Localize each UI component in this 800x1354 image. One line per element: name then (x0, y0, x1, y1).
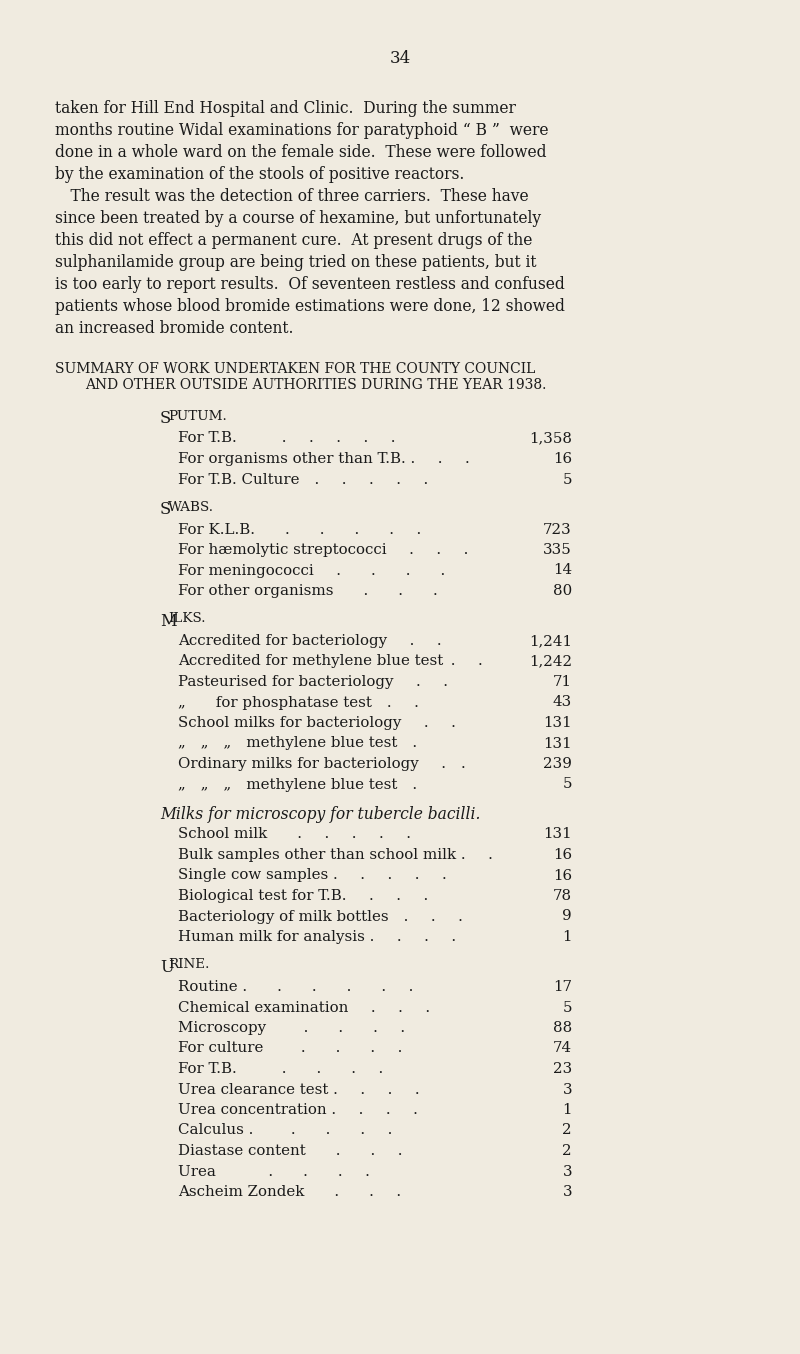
Text: 723: 723 (543, 523, 572, 536)
Text: 3: 3 (562, 1164, 572, 1178)
Text: Urea       .    .    .   .: Urea . . . . (178, 1164, 370, 1178)
Text: For culture     .    .    .   .: For culture . . . . (178, 1041, 402, 1056)
Text: For other organisms    .    .    .: For other organisms . . . (178, 584, 438, 598)
Text: SUMMARY OF WORK UNDERTAKEN FOR THE COUNTY COUNCIL: SUMMARY OF WORK UNDERTAKEN FOR THE COUNT… (55, 362, 535, 376)
Text: 17: 17 (553, 980, 572, 994)
Text: 239: 239 (543, 757, 572, 770)
Text: Urea clearance test .   .   .   .: Urea clearance test . . . . (178, 1082, 420, 1097)
Text: For T.B.      .    .    .   .: For T.B. . . . . (178, 1062, 383, 1076)
Text: Calculus .     .    .    .   .: Calculus . . . . . (178, 1124, 392, 1137)
Text: Accredited for methylene blue test .   .: Accredited for methylene blue test . . (178, 654, 482, 669)
Text: AND OTHER OUTSIDE AUTHORITIES DURING THE YEAR 1938.: AND OTHER OUTSIDE AUTHORITIES DURING THE… (85, 378, 546, 393)
Text: 16: 16 (553, 868, 572, 883)
Text: since been treated by a course of hexamine, but unfortunately: since been treated by a course of hexami… (55, 210, 541, 227)
Text: U: U (160, 959, 174, 975)
Text: M: M (160, 612, 177, 630)
Text: months routine Widal examinations for paratyphoid “ B ”  were: months routine Widal examinations for pa… (55, 122, 549, 139)
Text: „ „ „ methylene blue test  .: „ „ „ methylene blue test . (178, 777, 417, 792)
Text: 131: 131 (543, 827, 572, 841)
Text: 5: 5 (562, 1001, 572, 1014)
Text: 34: 34 (390, 50, 410, 66)
Text: For meningococci   .    .    .    .: For meningococci . . . . (178, 563, 446, 578)
Text: 131: 131 (543, 737, 572, 750)
Text: 43: 43 (553, 696, 572, 709)
Text: 335: 335 (543, 543, 572, 556)
Text: For hæmolytic streptococci   .   .   .: For hæmolytic streptococci . . . (178, 543, 468, 556)
Text: 23: 23 (553, 1062, 572, 1076)
Text: Microscopy     .    .    .   .: Microscopy . . . . (178, 1021, 405, 1034)
Text: by the examination of the stools of positive reactors.: by the examination of the stools of posi… (55, 167, 464, 183)
Text: 1: 1 (562, 930, 572, 944)
Text: Bulk samples other than school milk .   .: Bulk samples other than school milk . . (178, 848, 493, 862)
Text: 2: 2 (562, 1124, 572, 1137)
Text: Human milk for analysis .   .   .   .: Human milk for analysis . . . . (178, 930, 456, 944)
Text: patients whose blood bromide estimations were done, 12 showed: patients whose blood bromide estimations… (55, 298, 565, 315)
Text: Ascheim Zondek    .    .   .: Ascheim Zondek . . . (178, 1185, 401, 1200)
Text: 71: 71 (553, 676, 572, 689)
Text: Routine .    .    .    .    .   .: Routine . . . . . . (178, 980, 414, 994)
Text: Ordinary milks for bacteriology   .  .: Ordinary milks for bacteriology . . (178, 757, 466, 770)
Text: 1,242: 1,242 (529, 654, 572, 669)
Text: 2: 2 (562, 1144, 572, 1158)
Text: done in a whole ward on the female side.  These were followed: done in a whole ward on the female side.… (55, 144, 546, 161)
Text: Single cow samples .   .   .   .   .: Single cow samples . . . . . (178, 868, 446, 883)
Text: 3: 3 (562, 1185, 572, 1200)
Text: Bacteriology of milk bottles  .   .   .: Bacteriology of milk bottles . . . (178, 910, 463, 923)
Text: Accredited for bacteriology   .   .: Accredited for bacteriology . . (178, 634, 442, 649)
Text: RINE.: RINE. (168, 959, 210, 972)
Text: 88: 88 (553, 1021, 572, 1034)
Text: For organisms other than T.B. .   .   .: For organisms other than T.B. . . . (178, 452, 470, 466)
Text: PUTUM.: PUTUM. (168, 410, 227, 422)
Text: 14: 14 (553, 563, 572, 578)
Text: Diastase content    .    .   .: Diastase content . . . (178, 1144, 402, 1158)
Text: 1: 1 (562, 1104, 572, 1117)
Text: 9: 9 (562, 910, 572, 923)
Text: is too early to report results.  Of seventeen restless and confused: is too early to report results. Of seven… (55, 276, 565, 292)
Text: S: S (160, 501, 171, 519)
Text: Milks for microscopy for tubercle bacilli.: Milks for microscopy for tubercle bacill… (160, 806, 480, 823)
Text: taken for Hill End Hospital and Clinic.  During the summer: taken for Hill End Hospital and Clinic. … (55, 100, 516, 116)
Text: ILKS.: ILKS. (168, 612, 206, 626)
Text: 5: 5 (562, 777, 572, 792)
Text: „ „ „ methylene blue test  .: „ „ „ methylene blue test . (178, 737, 417, 750)
Text: 5: 5 (562, 473, 572, 486)
Text: Urea concentration .   .   .   .: Urea concentration . . . . (178, 1104, 418, 1117)
Text: 74: 74 (553, 1041, 572, 1056)
Text: 78: 78 (553, 890, 572, 903)
Text: For K.L.B.    .    .    .    .   .: For K.L.B. . . . . . (178, 523, 422, 536)
Text: 1,241: 1,241 (529, 634, 572, 649)
Text: 16: 16 (553, 848, 572, 862)
Text: S: S (160, 410, 171, 427)
Text: Pasteurised for bacteriology   .   .: Pasteurised for bacteriology . . (178, 676, 448, 689)
Text: sulphanilamide group are being tried on these patients, but it: sulphanilamide group are being tried on … (55, 255, 537, 271)
Text: 80: 80 (553, 584, 572, 598)
Text: 131: 131 (543, 716, 572, 730)
Text: 1,358: 1,358 (529, 432, 572, 445)
Text: The result was the detection of three carriers.  These have: The result was the detection of three ca… (55, 188, 529, 204)
Text: „  for phosphatase test  .   .: „ for phosphatase test . . (178, 696, 419, 709)
Text: an increased bromide content.: an increased bromide content. (55, 320, 294, 337)
Text: Biological test for T.B.   .   .   .: Biological test for T.B. . . . (178, 890, 428, 903)
Text: Chemical examination   .   .   .: Chemical examination . . . (178, 1001, 430, 1014)
Text: 3: 3 (562, 1082, 572, 1097)
Text: WABS.: WABS. (168, 501, 214, 515)
Text: School milks for bacteriology   .   .: School milks for bacteriology . . (178, 716, 456, 730)
Text: For T.B. Culture  .   .   .   .   .: For T.B. Culture . . . . . (178, 473, 428, 486)
Text: 16: 16 (553, 452, 572, 466)
Text: For T.B.      .   .   .   .   .: For T.B. . . . . . (178, 432, 395, 445)
Text: School milk    .   .   .   .   .: School milk . . . . . (178, 827, 411, 841)
Text: this did not effect a permanent cure.  At present drugs of the: this did not effect a permanent cure. At… (55, 232, 532, 249)
